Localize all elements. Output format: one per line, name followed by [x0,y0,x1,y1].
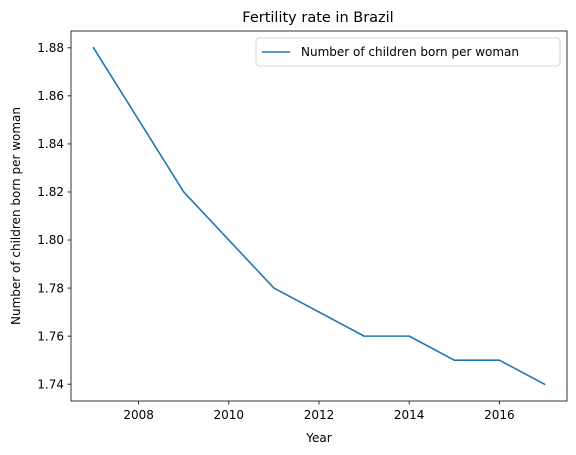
y-tick-label: 1.74 [37,377,64,391]
data-point [318,311,320,313]
x-axis-title: Year [305,431,331,445]
data-point [137,119,140,121]
data-point [498,359,501,361]
data-point [453,359,456,361]
y-tick-label: 1.76 [37,329,64,343]
data-point [182,191,185,193]
data-point [273,287,275,289]
y-axis-title: Number of children born per woman [9,107,23,325]
chart-title: Fertility rate in Brazil [242,10,393,26]
y-tick-label: 1.82 [37,185,64,199]
plot-area [70,30,568,402]
x-tick-label: 2014 [394,408,425,422]
y-tick-label: 1.80 [37,233,64,247]
data-point [92,47,95,49]
x-axis: 2008 2010 2012 2014 2016 [123,401,515,422]
x-tick-label: 2016 [484,408,515,422]
y-tick-label: 1.84 [37,137,64,151]
y-axis: 1.74 1.76 1.78 1.80 1.82 1.84 1.86 1.88 [37,41,71,391]
y-tick-label: 1.78 [37,281,64,295]
y-tick-label: 1.88 [37,41,64,55]
data-point [228,239,230,241]
x-tick-label: 2008 [123,408,154,422]
legend-box [255,37,561,67]
x-tick-label: 2012 [304,408,335,422]
legend-label: Number of children born per woman [301,45,519,59]
legend: Number of children born per woman [255,37,561,67]
data-point [408,335,410,337]
data-point [543,383,546,385]
x-tick-label: 2010 [214,408,245,422]
series-layer [92,46,546,386]
data-point [363,335,365,337]
y-tick-label: 1.86 [37,89,64,103]
